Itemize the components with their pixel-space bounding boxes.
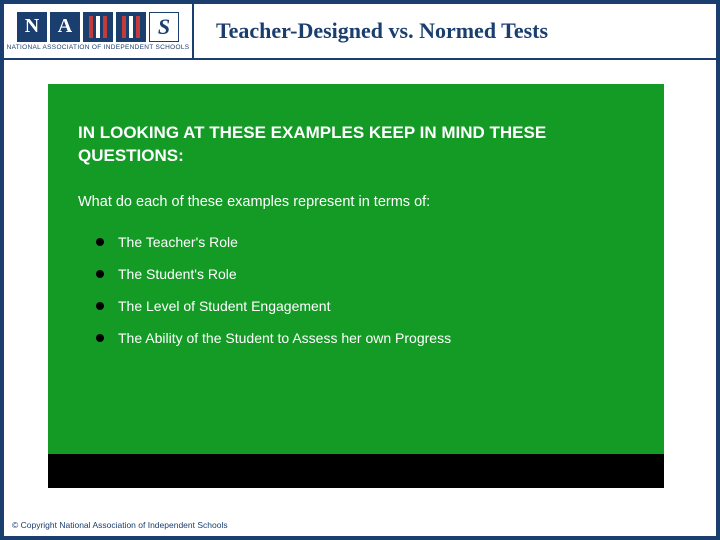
list-item: The Ability of the Student to Assess her… — [96, 322, 634, 354]
logo-mark: N A S — [17, 12, 179, 42]
header-bar: N A S NATIONAL ASSOCIATION OF INDEPENDEN… — [4, 4, 716, 60]
panel-subheading: What do each of these examples represent… — [78, 194, 634, 210]
list-item: The Teacher's Role — [96, 226, 634, 258]
slide-container: N A S NATIONAL ASSOCIATION OF INDEPENDEN… — [0, 0, 720, 540]
logo-letter-a: A — [50, 12, 80, 42]
copyright-text: © Copyright National Association of Inde… — [12, 520, 228, 530]
logo-letter-n: N — [17, 12, 47, 42]
list-item: The Level of Student Engagement — [96, 290, 634, 322]
bullet-list: The Teacher's Role The Student's Role Th… — [78, 226, 634, 354]
logo-box: N A S NATIONAL ASSOCIATION OF INDEPENDEN… — [4, 4, 194, 58]
list-item: The Student's Role — [96, 258, 634, 290]
green-panel: IN LOOKING AT THESE EXAMPLES KEEP IN MIN… — [48, 84, 664, 454]
logo-stripes-icon — [83, 12, 113, 42]
page-title: Teacher-Designed vs. Normed Tests — [194, 4, 716, 58]
content-area: IN LOOKING AT THESE EXAMPLES KEEP IN MIN… — [48, 84, 664, 488]
logo-subtitle: NATIONAL ASSOCIATION OF INDEPENDENT SCHO… — [7, 44, 190, 51]
logo-letter-s: S — [149, 12, 179, 42]
logo-stripes-icon — [116, 12, 146, 42]
panel-heading: IN LOOKING AT THESE EXAMPLES KEEP IN MIN… — [78, 122, 634, 168]
